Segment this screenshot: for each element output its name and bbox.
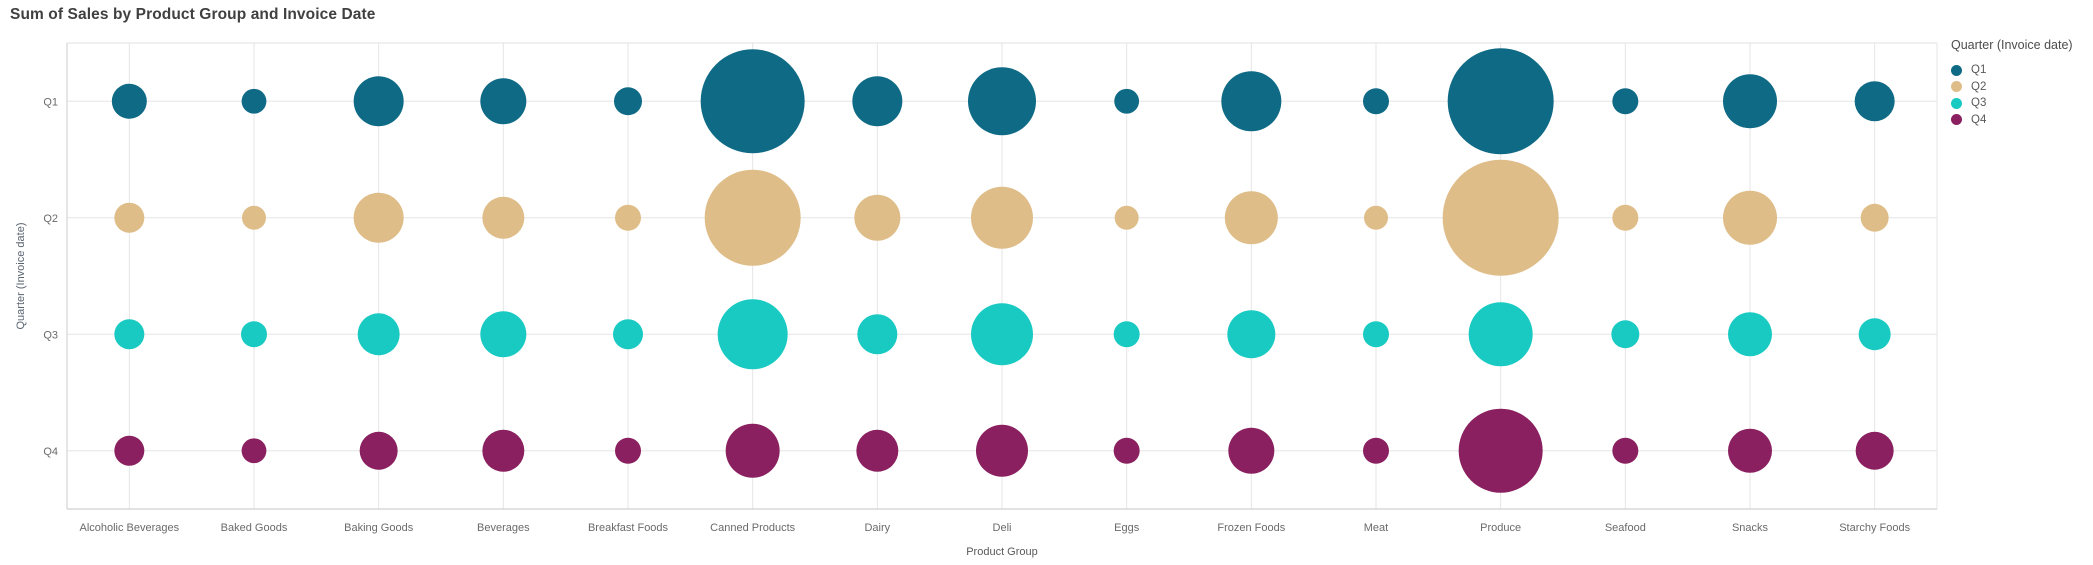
bubble-q1-11[interactable] (1363, 88, 1389, 115)
bubble-q3-7[interactable] (857, 314, 898, 355)
legend-title: Quarter (Invoice date) (1951, 38, 2073, 52)
bubble-q4-15[interactable] (1855, 431, 1894, 470)
legend-item-q4[interactable]: Q4 (1951, 112, 2091, 129)
bubble-q1-3[interactable] (353, 76, 404, 127)
bubble-q4-3[interactable] (359, 431, 398, 470)
bubble-q2-1[interactable] (114, 202, 145, 233)
x-tick-label: Frozen Foods (1217, 522, 1285, 534)
bubble-q1-9[interactable] (1114, 88, 1140, 114)
bubble-q1-15[interactable] (1854, 81, 1895, 122)
bubble-q2-6[interactable] (704, 169, 801, 266)
bubble-q4-1[interactable] (114, 435, 145, 466)
bubble-q4-4[interactable] (482, 429, 525, 472)
y-tick-label: Q3 (43, 329, 58, 341)
bubble-q4-7[interactable] (856, 429, 899, 472)
bubble-q2-4[interactable] (482, 196, 525, 239)
bubble-q3-14[interactable] (1728, 312, 1772, 357)
bubble-q1-5[interactable] (614, 87, 642, 116)
bubble-q2-11[interactable] (1364, 205, 1388, 230)
y-tick-label: Q4 (43, 446, 58, 458)
bubble-q3-4[interactable] (480, 311, 527, 358)
legend-item-q2[interactable]: Q2 (1951, 79, 2091, 96)
bubble-q2-8[interactable] (971, 186, 1033, 249)
x-tick-label: Beverages (477, 522, 530, 534)
bubble-q1-6[interactable] (700, 49, 805, 154)
bubble-q3-5[interactable] (613, 319, 643, 350)
bubble-q4-2[interactable] (241, 438, 267, 464)
legend-item-label: Q4 (1971, 113, 1987, 126)
bubble-q3-12[interactable] (1468, 302, 1533, 367)
bubble-q3-3[interactable] (357, 313, 400, 356)
bubble-q3-13[interactable] (1611, 320, 1640, 349)
bubble-q1-14[interactable] (1723, 74, 1777, 129)
bubble-q1-2[interactable] (241, 88, 267, 114)
legend-item-label: Q1 (1971, 64, 1987, 77)
x-tick-label: Baked Goods (221, 522, 288, 534)
bubble-q1-12[interactable] (1447, 48, 1554, 155)
bubble-q4-9[interactable] (1113, 437, 1140, 464)
bubble-q3-9[interactable] (1113, 321, 1140, 348)
legend: Quarter (Invoice date) Q1 Q2 Q3 Q4 (1951, 38, 2091, 128)
bubble-q1-10[interactable] (1221, 71, 1282, 132)
bubble-q1-4[interactable] (480, 78, 527, 125)
bubble-q3-2[interactable] (241, 321, 267, 348)
legend-color-dot (1951, 81, 1962, 93)
bubble-q2-7[interactable] (854, 194, 901, 241)
bubble-q4-11[interactable] (1363, 437, 1389, 464)
bubble-q1-13[interactable] (1612, 88, 1639, 115)
bubble-q1-1[interactable] (111, 83, 147, 119)
x-tick-label: Snacks (1732, 522, 1769, 534)
bubble-q2-15[interactable] (1860, 203, 1889, 232)
legend-color-dot (1951, 97, 1962, 109)
bubble-q2-14[interactable] (1723, 190, 1777, 245)
x-tick-label: Baking Goods (344, 522, 414, 534)
x-tick-label: Deli (993, 522, 1012, 534)
bubble-q1-7[interactable] (852, 76, 903, 127)
bubble-q2-12[interactable] (1442, 159, 1559, 276)
bubble-q3-8[interactable] (971, 303, 1033, 366)
bubble-q3-6[interactable] (717, 299, 788, 370)
bubble-q4-8[interactable] (976, 424, 1028, 477)
chart-title: Sum of Sales by Product Group and Invoic… (10, 6, 376, 23)
bubble-q2-10[interactable] (1224, 191, 1278, 245)
y-tick-label: Q1 (43, 96, 58, 108)
y-tick-label: Q2 (43, 213, 58, 225)
x-tick-label: Seafood (1605, 522, 1646, 534)
y-axis-title: Quarter (Invoice date) (15, 222, 27, 330)
x-tick-label: Starchy Foods (1839, 522, 1910, 534)
legend-items: Q1 Q2 Q3 Q4 (1951, 62, 2091, 128)
x-tick-label: Produce (1480, 522, 1521, 534)
x-tick-label: Alcoholic Beverages (79, 522, 179, 534)
legend-color-dot (1951, 114, 1962, 126)
bubble-q3-1[interactable] (114, 319, 145, 350)
bubble-q3-11[interactable] (1363, 321, 1389, 348)
x-tick-label: Breakfast Foods (588, 522, 669, 534)
legend-item-label: Q2 (1971, 80, 1987, 93)
bubble-q4-6[interactable] (725, 423, 780, 478)
legend-item-q3[interactable]: Q3 (1951, 95, 2091, 112)
bubble-q2-3[interactable] (353, 192, 404, 243)
bubble-q2-13[interactable] (1612, 204, 1639, 231)
bubble-q2-5[interactable] (615, 204, 641, 231)
bubble-q4-13[interactable] (1612, 437, 1639, 464)
legend-item-label: Q3 (1971, 97, 1987, 110)
bubble-q1-8[interactable] (968, 67, 1036, 136)
x-tick-label: Eggs (1114, 522, 1140, 534)
bubble-q4-12[interactable] (1458, 408, 1543, 493)
bubble-q2-2[interactable] (242, 205, 266, 230)
x-tick-label: Meat (1364, 522, 1388, 534)
x-axis-title: Product Group (966, 546, 1038, 558)
bubble-q4-5[interactable] (615, 437, 641, 464)
x-tick-label: Canned Products (710, 522, 795, 534)
bubble-q4-10[interactable] (1228, 427, 1275, 474)
legend-item-q1[interactable]: Q1 (1951, 62, 2091, 79)
bubble-q2-9[interactable] (1114, 205, 1139, 230)
x-tick-label: Dairy (864, 522, 890, 534)
bubble-q3-15[interactable] (1858, 318, 1891, 351)
bubble-q3-10[interactable] (1227, 310, 1276, 359)
legend-color-dot (1951, 64, 1962, 76)
bubble-q4-14[interactable] (1728, 428, 1772, 473)
